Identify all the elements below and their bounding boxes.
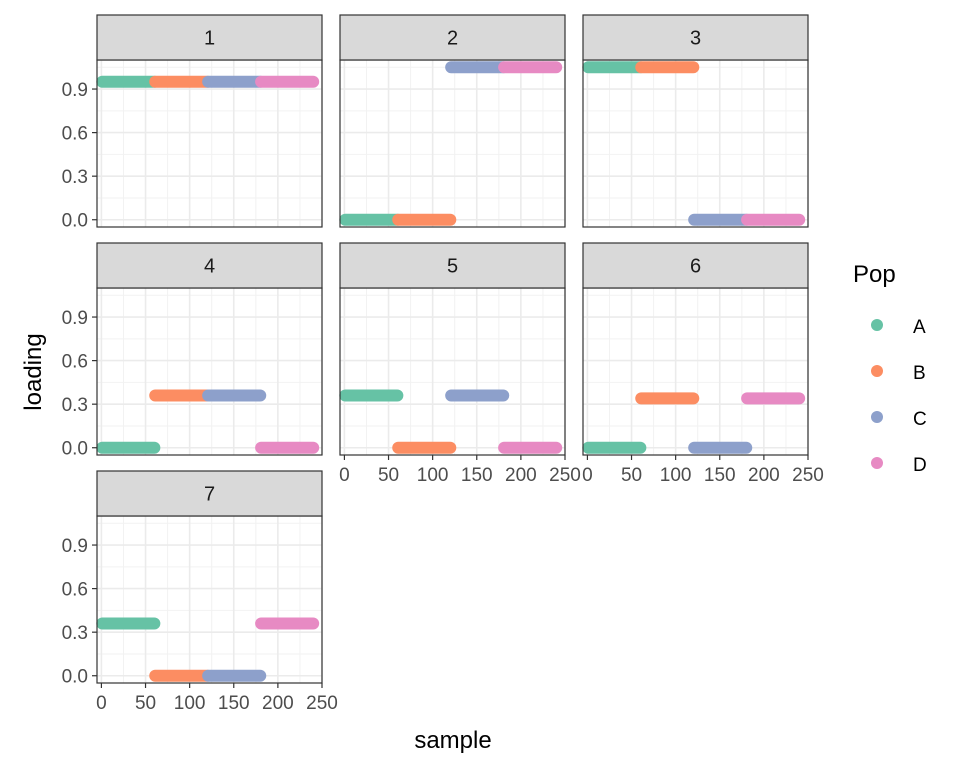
- y-tick-label: 0.9: [62, 308, 88, 329]
- legend-label-A: A: [913, 317, 926, 338]
- y-tick-label: 0.3: [62, 623, 88, 644]
- facet-strip: [96, 242, 323, 289]
- panel-background: [583, 288, 808, 455]
- legend-key-D: [871, 457, 883, 469]
- panel-3: 3: [582, 14, 809, 228]
- y-tick-label: 0.3: [62, 167, 88, 188]
- y-tick-label: 0.6: [62, 580, 88, 601]
- panel-background: [97, 60, 322, 227]
- panel-background: [340, 288, 565, 455]
- y-tick-label: 0.6: [62, 352, 88, 373]
- panel-background: [583, 60, 808, 227]
- facet-strip-label: 1: [204, 28, 215, 50]
- facet-strip-label: 6: [690, 256, 701, 278]
- facet-strip: [339, 14, 566, 61]
- x-tick-label: 150: [461, 465, 493, 486]
- x-axis-title: sample: [414, 727, 491, 754]
- legend-label-C: C: [913, 409, 927, 430]
- y-tick-label: 0.3: [62, 395, 88, 416]
- facet-strip-label: 3: [690, 28, 701, 50]
- y-tick-label: 0.0: [62, 667, 88, 688]
- x-tick-label: 150: [704, 465, 736, 486]
- facet-strip-label: 7: [204, 484, 215, 506]
- facet-strip: [96, 14, 323, 61]
- panel-1: 1 0.0 0.3 0.6 0.9: [62, 14, 323, 232]
- y-tick-label: 0.0: [62, 439, 88, 460]
- x-tick-label: 200: [748, 465, 780, 486]
- x-tick-label: 100: [174, 693, 206, 714]
- x-tick-label: 0: [339, 465, 350, 486]
- y-axis-title: loading: [20, 333, 47, 410]
- legend-label-B: B: [913, 363, 926, 384]
- x-tick-label: 200: [262, 693, 294, 714]
- legend-key-A: [871, 319, 883, 331]
- x-tick-label: 0: [582, 465, 593, 486]
- legend: Pop A B C D: [853, 261, 927, 476]
- facet-strip: [96, 470, 323, 517]
- legend-key-C: [871, 411, 883, 423]
- facet-strip-label: 4: [204, 256, 215, 278]
- panel-6: 6 0 50 100 150 200 250: [582, 242, 824, 486]
- panel-background: [97, 516, 322, 683]
- panel-2: 2: [339, 14, 566, 228]
- y-tick-label: 0.6: [62, 124, 88, 145]
- x-tick-label: 50: [135, 693, 156, 714]
- x-tick-label: 100: [660, 465, 692, 486]
- y-tick-label: 0.0: [62, 211, 88, 232]
- panel-7: 7 0.0 0.3 0.6 0.9 0 50 100 150 200 250: [62, 470, 338, 714]
- panel-5: 50 50 100 150 200 250: [339, 242, 581, 486]
- x-tick-label: 200: [505, 465, 537, 486]
- x-tick-label: 250: [306, 693, 338, 714]
- facet-strip: [582, 242, 809, 289]
- facet-strip: [582, 14, 809, 61]
- legend-key-B: [871, 365, 883, 377]
- y-tick-label: 0.9: [62, 80, 88, 101]
- x-tick-label: 50: [378, 465, 399, 486]
- legend-label-D: D: [913, 455, 927, 476]
- x-tick-label: 50: [621, 465, 642, 486]
- panel-background: [97, 288, 322, 455]
- x-tick-label: 250: [792, 465, 824, 486]
- x-tick-label: 0: [96, 693, 107, 714]
- x-tick-label: 250: [549, 465, 581, 486]
- facet-strip: [339, 242, 566, 289]
- legend-title: Pop: [853, 261, 896, 288]
- facet-strip-label: 2: [447, 28, 458, 50]
- x-tick-label: 150: [218, 693, 250, 714]
- x-tick-label: 100: [417, 465, 449, 486]
- panel-4: 4 0.0 0.3 0.6 0.9: [62, 242, 323, 460]
- facet-strip-label: 5: [447, 256, 458, 278]
- panel-background: [340, 60, 565, 227]
- y-tick-label: 0.9: [62, 536, 88, 557]
